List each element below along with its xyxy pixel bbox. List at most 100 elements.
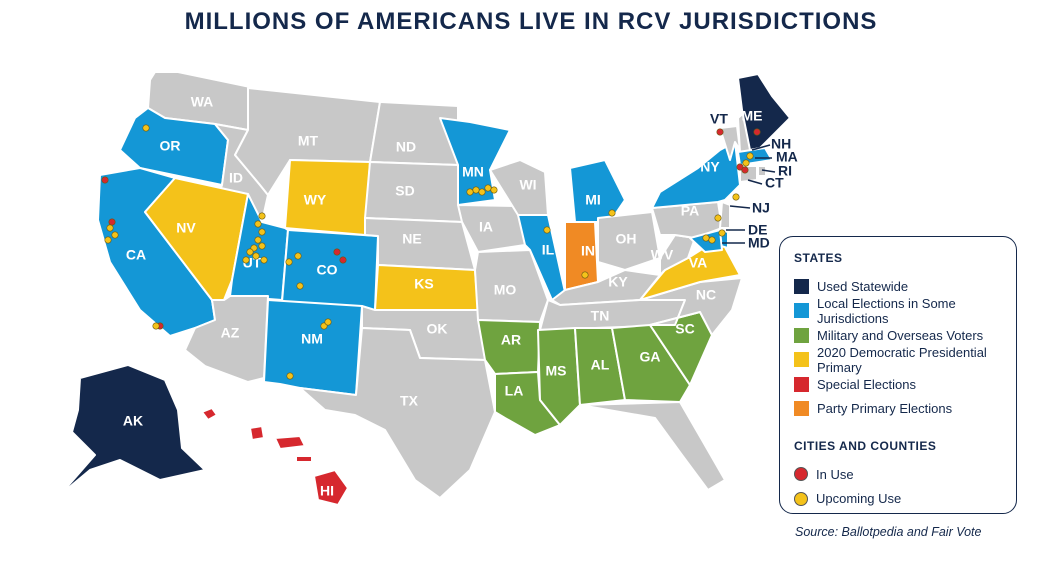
- state-oh: [597, 211, 661, 271]
- upcoming-use-dot: [702, 234, 710, 242]
- upcoming-use-dot: [242, 256, 250, 264]
- state-fl: [579, 401, 726, 491]
- upcoming-use-dot: [324, 318, 332, 326]
- label-mi: MI: [585, 192, 601, 208]
- state-mn: [439, 117, 511, 206]
- label-sd: SD: [395, 183, 414, 199]
- legend-swatch: [794, 376, 809, 392]
- upcoming-use-dot: [111, 231, 119, 239]
- upcoming-use-dot: [472, 186, 480, 194]
- state-ga: [611, 324, 691, 403]
- label-hi: HI: [320, 483, 334, 499]
- legend-label: Military and Overseas Voters: [817, 327, 984, 343]
- legend-swatch: [794, 327, 809, 343]
- label-wi: WI: [519, 177, 536, 193]
- label-de: DE: [748, 222, 767, 238]
- label-ga: GA: [640, 349, 661, 365]
- city-dots: [101, 124, 761, 380]
- states-legend-item: Special Elections: [794, 372, 1002, 397]
- upcoming-use-dot: [142, 124, 150, 132]
- state-mi: [569, 159, 626, 223]
- state-ms: [537, 327, 581, 426]
- label-ne: NE: [402, 231, 421, 247]
- state-nj: [719, 201, 731, 229]
- upcoming-use-dot: [104, 236, 112, 244]
- label-tn: TN: [591, 308, 610, 324]
- label-ct: CT: [765, 175, 784, 191]
- upcoming-use-dot: [285, 258, 293, 266]
- legend-swatch: [794, 352, 809, 368]
- states-legend-item: Military and Overseas Voters: [794, 323, 1002, 348]
- label-vt: VT: [710, 111, 728, 127]
- label-me: ME: [742, 108, 763, 124]
- upcoming-use-dot: [254, 236, 262, 244]
- label-leader-lines: [722, 144, 776, 244]
- upcoming-use-dot: [708, 236, 716, 244]
- label-wy: WY: [304, 192, 327, 208]
- legend-label: Upcoming Use: [816, 491, 902, 507]
- label-co: CO: [317, 262, 338, 278]
- label-in: IN: [581, 243, 595, 259]
- source-note: Source: Ballotpedia and Fair Vote: [795, 525, 982, 539]
- upcoming-use-dot: [286, 372, 294, 380]
- state-ia: [457, 204, 526, 253]
- legend-cities-heading: CITIES AND COUNTIES: [794, 439, 937, 453]
- label-pa: PA: [681, 203, 699, 219]
- legend-label: Special Elections: [817, 376, 916, 392]
- upcoming-use-dot: [742, 159, 750, 167]
- cities-legend-item: Upcoming Use: [794, 487, 1002, 512]
- states-legend-item: Used Statewide: [794, 274, 1002, 299]
- in-use-dot: [753, 128, 761, 136]
- state-nm: [263, 299, 363, 396]
- label-ok: OK: [427, 321, 448, 337]
- label-az: AZ: [221, 325, 240, 341]
- legend-swatch: [794, 278, 809, 294]
- upcoming-use-dot: [246, 248, 254, 256]
- label-nj: NJ: [752, 200, 770, 216]
- legend-label: Used Statewide: [817, 278, 909, 294]
- upcoming-use-dot: [258, 212, 266, 220]
- label-ca: CA: [126, 247, 146, 263]
- state-wi: [489, 159, 549, 216]
- label-sc: SC: [675, 321, 694, 337]
- legend: STATES Used Statewide Local Elections in …: [779, 236, 1017, 514]
- label-mt: MT: [298, 133, 319, 149]
- legend-swatch: [794, 303, 809, 319]
- state-wy: [284, 159, 371, 236]
- upcoming-use-dot: [258, 228, 266, 236]
- upcoming-use-dot: [296, 282, 304, 290]
- upcoming-use-dot: [543, 226, 551, 234]
- label-ak: AK: [123, 413, 143, 429]
- legend-states-heading: STATES: [794, 251, 843, 265]
- in-use-dot: [339, 256, 347, 264]
- state-tx: [299, 327, 496, 499]
- upcoming-use-dot: [746, 152, 754, 160]
- label-nc: NC: [696, 287, 716, 303]
- legend-dot: [794, 491, 808, 506]
- legend-dot: [794, 467, 808, 482]
- states-legend-item: Party Primary Elections: [794, 397, 1002, 422]
- label-il: IL: [542, 242, 555, 258]
- states-legend-item: Local Elections in Some Jurisdictions: [794, 296, 1002, 326]
- state-me: [737, 73, 791, 151]
- cities-legend-item: In Use: [794, 462, 1002, 487]
- upcoming-use-dot: [294, 252, 302, 260]
- in-use-dot: [101, 176, 109, 184]
- label-mn: MN: [462, 164, 484, 180]
- label-nv: NV: [176, 220, 196, 236]
- label-ia: IA: [479, 219, 493, 235]
- state-hi: [201, 407, 349, 506]
- upcoming-use-dot: [484, 184, 492, 192]
- legend-swatch: [794, 401, 809, 417]
- label-ms: MS: [546, 363, 567, 379]
- label-nm: NM: [301, 331, 323, 347]
- in-use-dot: [333, 248, 341, 256]
- legend-label: Party Primary Elections: [817, 401, 953, 417]
- label-id: ID: [229, 170, 243, 186]
- in-use-dot: [741, 166, 749, 174]
- upcoming-use-dot: [478, 188, 486, 196]
- upcoming-use-dot: [260, 256, 268, 264]
- upcoming-use-dot: [732, 193, 740, 201]
- legend-label: 2020 Democratic Presidential Primary: [817, 344, 987, 375]
